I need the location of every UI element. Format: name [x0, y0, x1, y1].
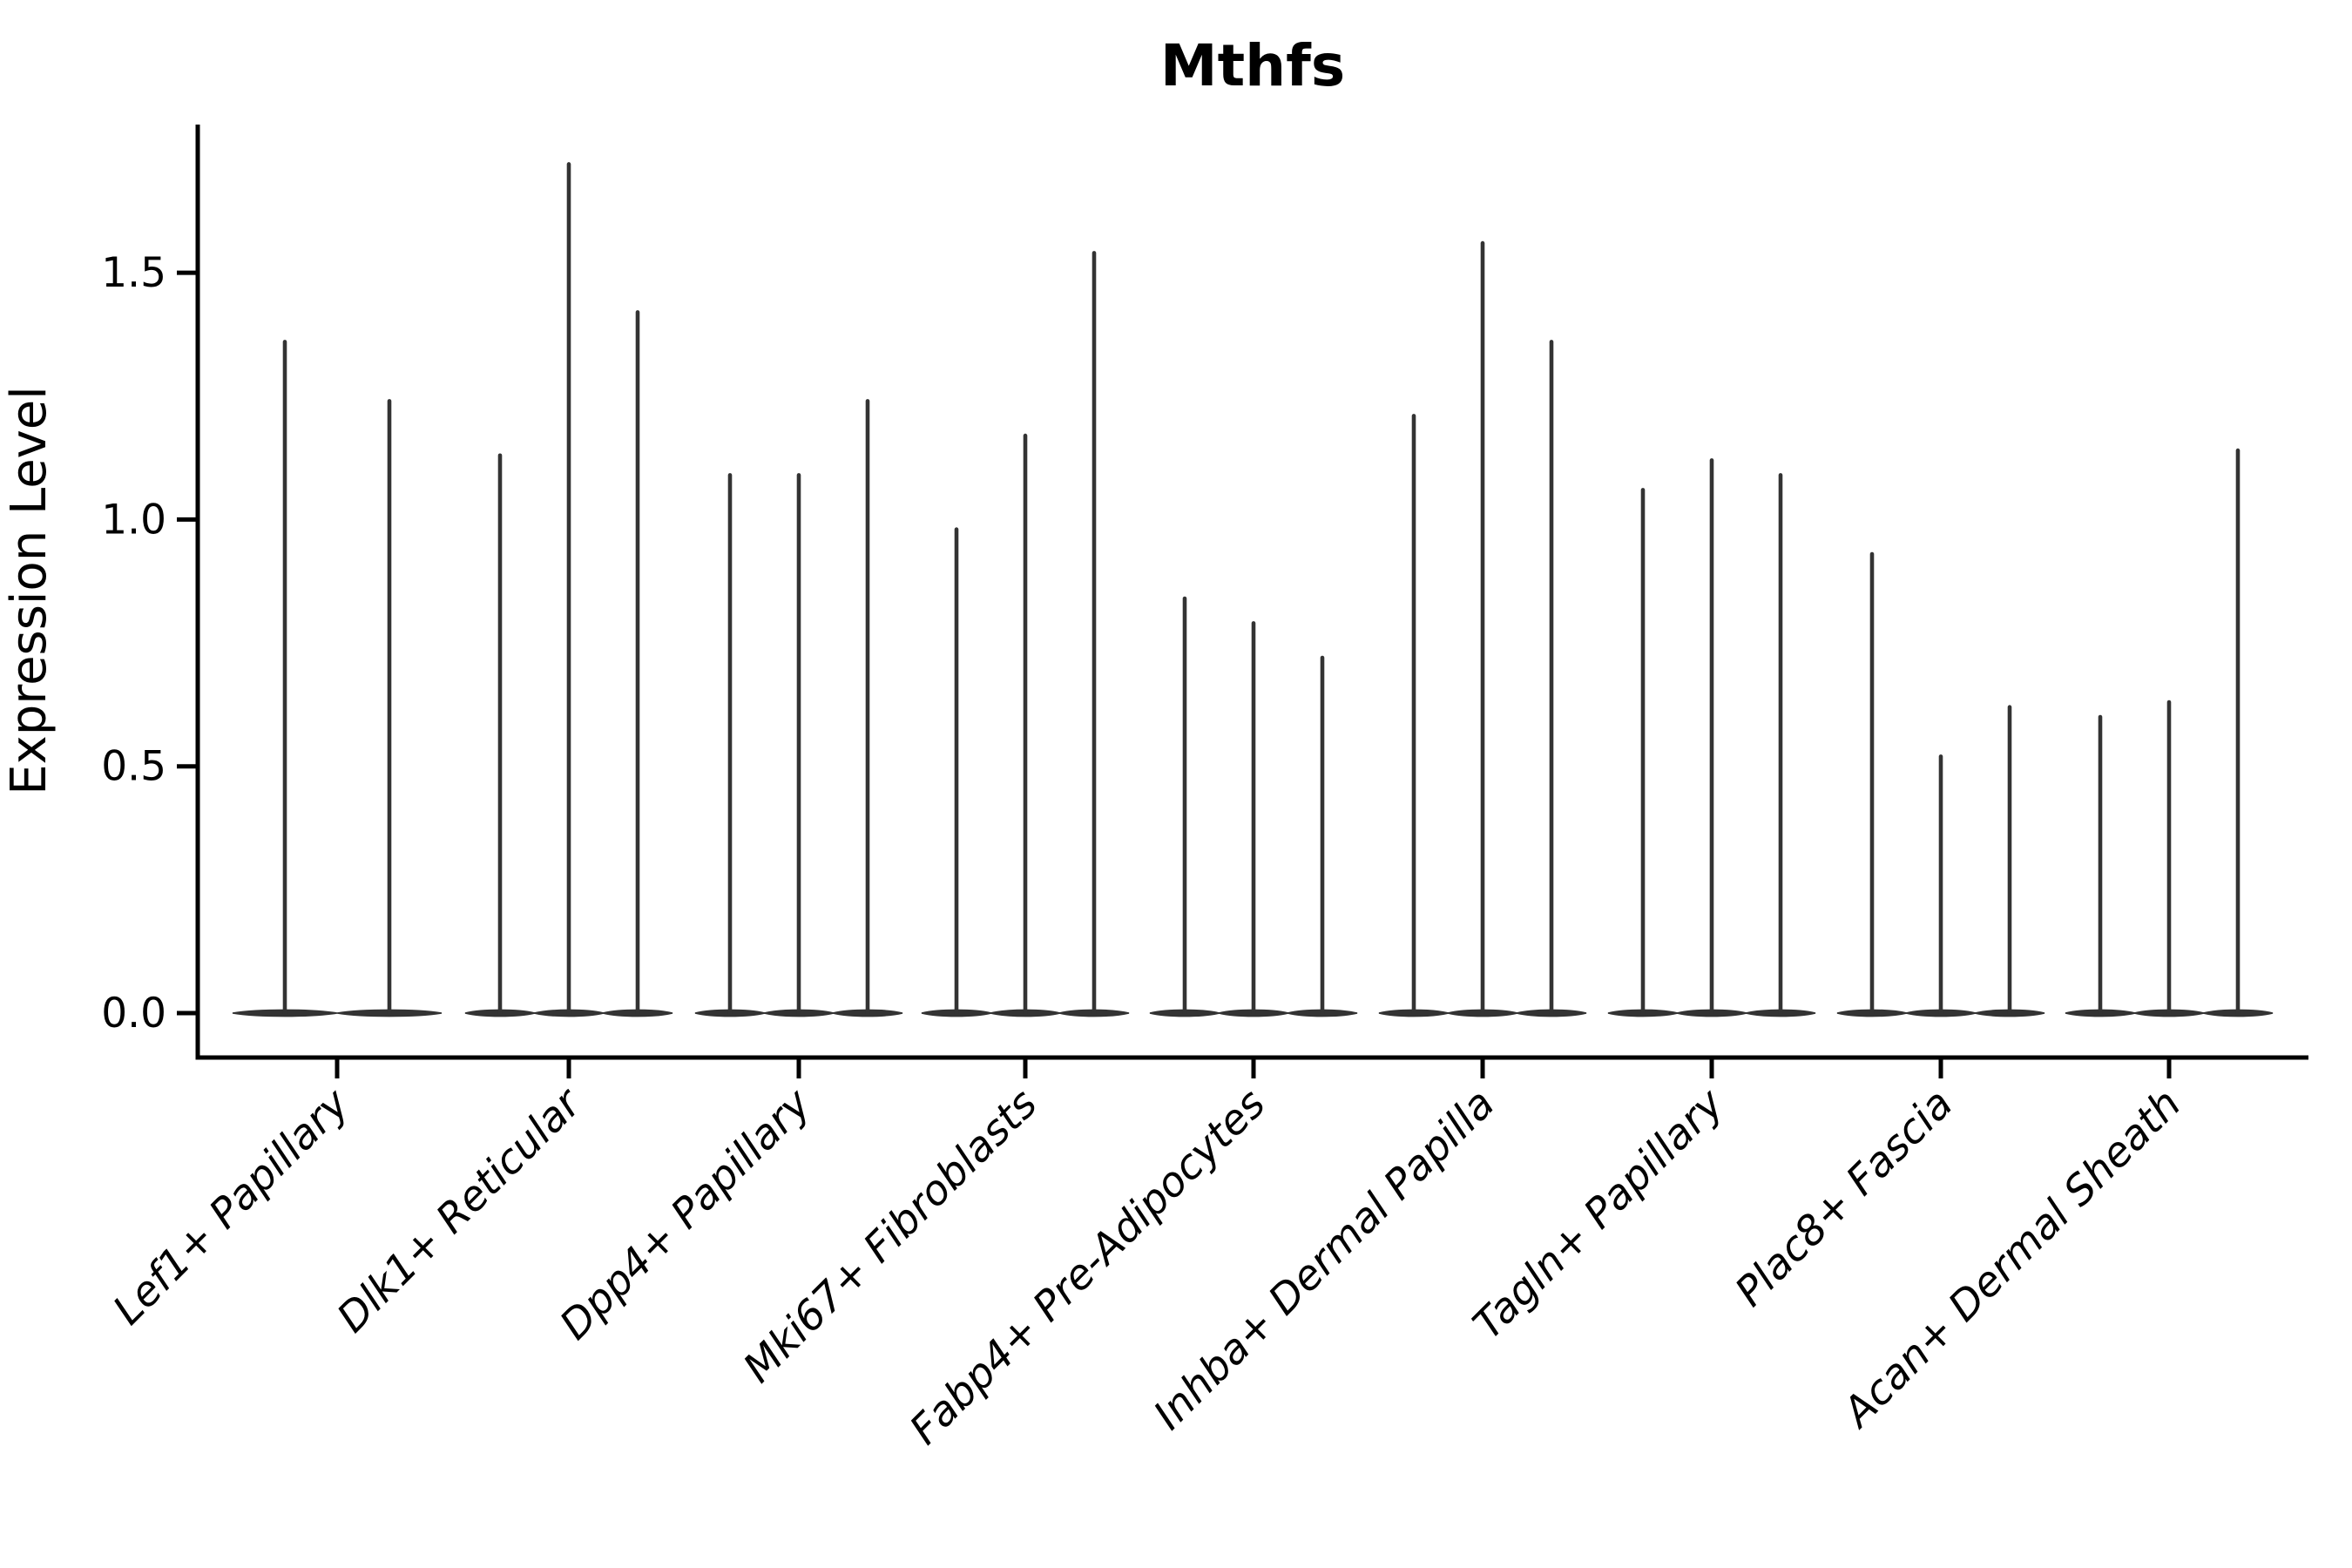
violin-group-8 [1836, 551, 2045, 1017]
x-tick-label-8: Plac8+ Fascia [1726, 1080, 1962, 1316]
x-tick-label-2: Dlk1+ Reticular [328, 1078, 592, 1342]
violin-group-9 [2065, 448, 2274, 1017]
y-tick-label: 0.5 [101, 743, 166, 791]
axes-layer [177, 125, 2308, 1078]
violin-group-6 [1378, 240, 1587, 1017]
y-axis-label: Expression Level [1, 386, 57, 795]
violin-group-7 [1607, 458, 1816, 1017]
violin-group-3 [694, 399, 903, 1017]
violins-layer [232, 162, 2274, 1017]
y-tick-label: 1.0 [101, 496, 166, 544]
y-tick-label: 0.0 [101, 990, 166, 1037]
violin-group-5 [1149, 596, 1358, 1017]
x-tick-label-7: Tagln+ Papillary [1464, 1079, 1734, 1349]
plot-title: Mthfs [1160, 32, 1345, 99]
y-tick-label: 1.5 [101, 249, 166, 297]
x-tick-label-3: Dpp4+ Papillary [551, 1079, 821, 1349]
violin-group-2 [464, 162, 673, 1017]
violin-group-4 [921, 251, 1130, 1017]
x-tick-label-1: Lef1+ Papillary [104, 1079, 359, 1335]
violin-group-1 [232, 340, 443, 1017]
